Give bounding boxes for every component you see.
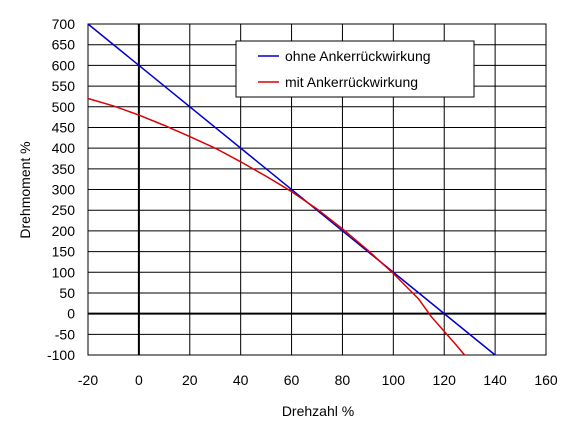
series-line-ohne-ankerrueckwirkung xyxy=(87,23,496,356)
y-tick-label: 100 xyxy=(52,264,76,280)
y-tick-label: 0 xyxy=(67,306,75,322)
axes xyxy=(87,23,547,356)
y-tick-label: 200 xyxy=(52,223,76,239)
x-tick-label: -20 xyxy=(78,372,98,388)
y-tick-label: 550 xyxy=(52,78,76,94)
x-axis-label: Drehzahl % xyxy=(282,403,354,419)
y-tick-label: 450 xyxy=(52,119,76,135)
x-tick-label: 20 xyxy=(182,372,198,388)
plot-frame xyxy=(87,23,547,356)
y-tick-label: 400 xyxy=(52,140,76,156)
series-line-mit-ankerrueckwirkung xyxy=(87,97,466,356)
legend: ohne Ankerrückwirkung mit Ankerrückwirku… xyxy=(235,40,475,98)
x-tick-label: 120 xyxy=(433,372,457,388)
y-tick-label: 500 xyxy=(52,99,76,115)
y-tick-label: -50 xyxy=(55,326,75,342)
series xyxy=(87,23,496,356)
y-tick-label: 350 xyxy=(52,161,76,177)
legend-box xyxy=(235,40,475,98)
y-axis-label: Drehmoment % xyxy=(17,141,33,238)
x-tick-label: 140 xyxy=(483,372,507,388)
y-tick-label: 300 xyxy=(52,182,76,198)
x-tick-label: 160 xyxy=(534,372,558,388)
legend-label-ohne: ohne Ankerrückwirkung xyxy=(285,48,431,64)
x-tick-label: 60 xyxy=(284,372,300,388)
tick-labels: -20 0 20 40 60 80 100 120 140 160 -100 -50 0 50 100 150… xyxy=(47,16,558,388)
y-tick-label: 150 xyxy=(52,244,76,260)
y-tick-label: 50 xyxy=(59,285,75,301)
y-tick-label: 650 xyxy=(52,37,76,53)
x-tick-label: 0 xyxy=(135,372,143,388)
x-tick-label: 40 xyxy=(233,372,249,388)
y-tick-label: -100 xyxy=(47,347,75,363)
x-tick-label: 100 xyxy=(382,372,406,388)
y-tick-label: 700 xyxy=(52,16,76,32)
legend-label-mit: mit Ankerrückwirkung xyxy=(285,74,418,90)
y-tick-label: 600 xyxy=(52,57,76,73)
x-tick-label: 80 xyxy=(335,372,351,388)
y-tick-label: 250 xyxy=(52,202,76,218)
